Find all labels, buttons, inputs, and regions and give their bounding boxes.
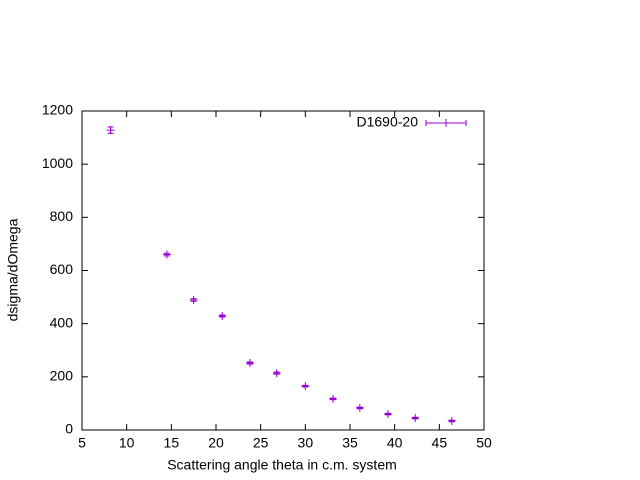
x-tick-label: 35 xyxy=(342,435,358,451)
error-point xyxy=(355,403,364,412)
y-tick-label: 200 xyxy=(50,368,74,384)
x-tick-label: 40 xyxy=(387,435,403,451)
x-tick-label: 10 xyxy=(119,435,135,451)
x-tick-label: 45 xyxy=(432,435,448,451)
x-tick-label: 30 xyxy=(298,435,314,451)
y-tick-label: 600 xyxy=(50,261,74,277)
x-tick-label: 50 xyxy=(476,435,492,451)
error-point xyxy=(411,414,420,423)
error-point xyxy=(329,394,338,403)
error-point xyxy=(218,311,227,320)
error-point xyxy=(301,382,310,391)
x-axis-label: Scattering angle theta in c.m. system xyxy=(167,457,397,473)
x-tick-label: 20 xyxy=(208,435,224,451)
x-tick-label: 25 xyxy=(253,435,269,451)
error-point xyxy=(447,416,456,425)
y-axis-label: dsigma/dOmega xyxy=(5,218,21,321)
x-tick-label: 5 xyxy=(78,435,86,451)
y-tick-label: 0 xyxy=(65,421,73,437)
error-point xyxy=(272,369,281,378)
error-point xyxy=(106,126,115,135)
plot-border xyxy=(81,110,485,431)
legend-label: D1690-20 xyxy=(357,114,419,130)
error-point xyxy=(189,296,198,305)
y-tick-label: 1200 xyxy=(42,102,73,118)
y-tick-label: 1000 xyxy=(42,155,73,171)
y-tick-label: 400 xyxy=(50,314,74,330)
x-tick-label: 15 xyxy=(164,435,180,451)
error-point xyxy=(245,359,254,368)
error-point xyxy=(162,250,171,259)
error-point xyxy=(383,410,392,419)
y-tick-label: 800 xyxy=(50,208,74,224)
